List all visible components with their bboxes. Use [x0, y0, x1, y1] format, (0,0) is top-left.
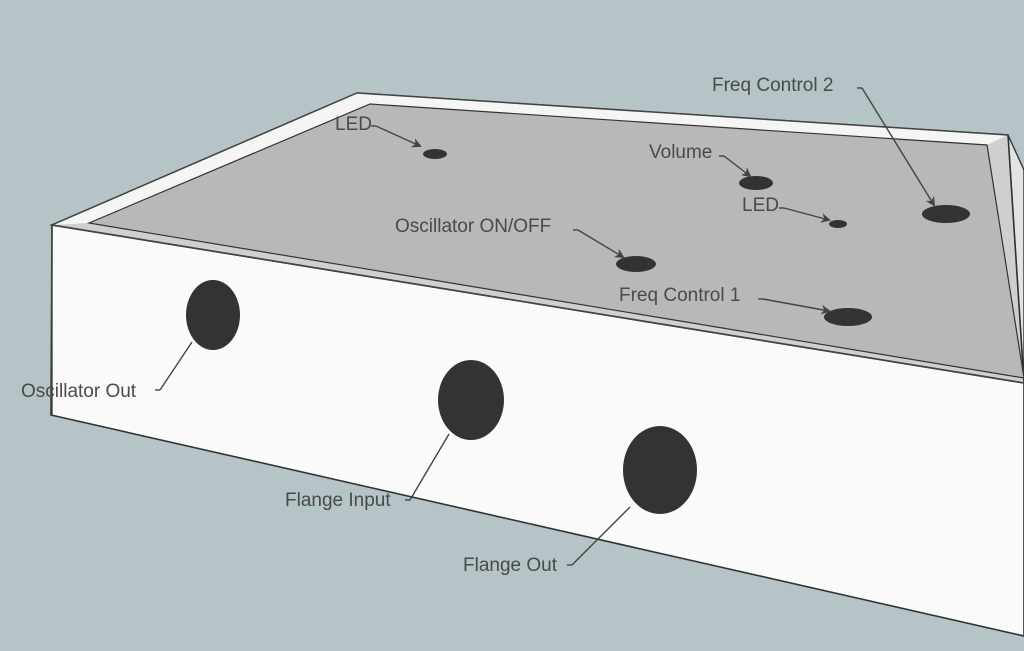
diagram-canvas: LED Oscillator ON/OFF Volume LED Freq Contro…: [0, 0, 1024, 651]
hole-led2: [829, 220, 847, 228]
label-flange_in: Flange Input: [285, 490, 391, 511]
label-flange_out: Flange Out: [463, 555, 558, 576]
hole-flange_out: [623, 426, 697, 514]
hole-osc_onoff: [616, 256, 656, 272]
label-osc_out: Oscillator Out: [21, 381, 137, 402]
label-volume: Volume: [649, 142, 712, 163]
hole-freq1: [824, 308, 872, 326]
label-freq1: Freq Control 1: [619, 285, 740, 306]
hole-freq2: [922, 205, 970, 223]
label-freq2: Freq Control 2: [712, 75, 833, 96]
hole-flange_in: [438, 360, 504, 440]
label-osc_onoff: Oscillator ON/OFF: [395, 216, 551, 237]
label-led1: LED: [335, 114, 372, 135]
hole-led1: [423, 149, 447, 159]
hole-volume: [739, 176, 773, 190]
hole-osc_out: [186, 280, 240, 350]
label-led2: LED: [742, 195, 779, 216]
